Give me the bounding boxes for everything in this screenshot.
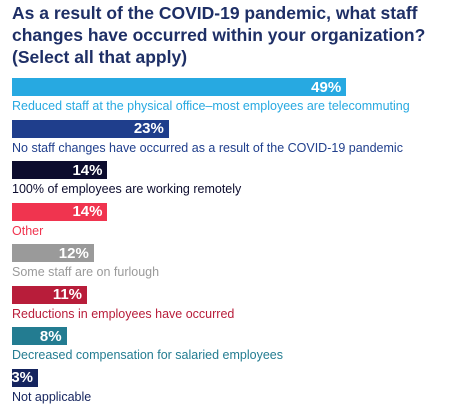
bar-value-label: 8% — [39, 327, 62, 345]
category-label: Some staff are on furlough — [12, 265, 160, 279]
bar: 23% — [12, 119, 169, 138]
bar: 3% — [11, 368, 38, 387]
chart-title: As a result of the COVID-19 pandemic, wh… — [12, 3, 426, 67]
bar: 12% — [12, 244, 94, 262]
bar-row: 3% Not applicable — [11, 368, 470, 409]
category-label: Reductions in employees have occurred — [12, 306, 235, 321]
bar-value-label: 3% — [11, 369, 33, 386]
bar-value-label: 11% — [52, 286, 83, 303]
bar-row: 14% Other — [12, 202, 470, 243]
bar-row: 23% No staff changes have occurred as a r… — [12, 119, 470, 160]
category-label: 100% of employees are working remotely — [12, 182, 242, 196]
bar-value-label: 49% — [311, 78, 342, 96]
bar-value-label: 14% — [72, 161, 103, 179]
bar-row: 11% Reductions in employees have occurred — [12, 285, 470, 326]
bar: 14% — [12, 202, 108, 221]
category-label: Reduced staff at the physical office–mos… — [12, 99, 410, 113]
bar-row: 8% Decreased compensation for salaried em… — [12, 327, 470, 367]
category-label: Not applicable — [12, 389, 92, 404]
category-label: No staff changes have occurred as a resu… — [12, 140, 403, 155]
bar-value-label: 14% — [72, 203, 103, 220]
bar: 8% — [12, 327, 67, 345]
bar-row: 49% Reduced staff at the physical office–… — [12, 78, 470, 118]
bar-value-label: 23% — [133, 120, 164, 137]
bar: 14% — [12, 161, 108, 179]
bar-value-label: 12% — [58, 244, 89, 262]
bar: 49% — [12, 78, 347, 96]
category-label: Decreased compensation for salaried empl… — [12, 348, 283, 362]
category-label: Other — [12, 223, 44, 238]
bar-row: 12% Some staff are on furlough — [12, 244, 470, 284]
bar: 11% — [12, 285, 88, 304]
bar-row: 14% 100% of employees are working remotel… — [12, 161, 470, 201]
